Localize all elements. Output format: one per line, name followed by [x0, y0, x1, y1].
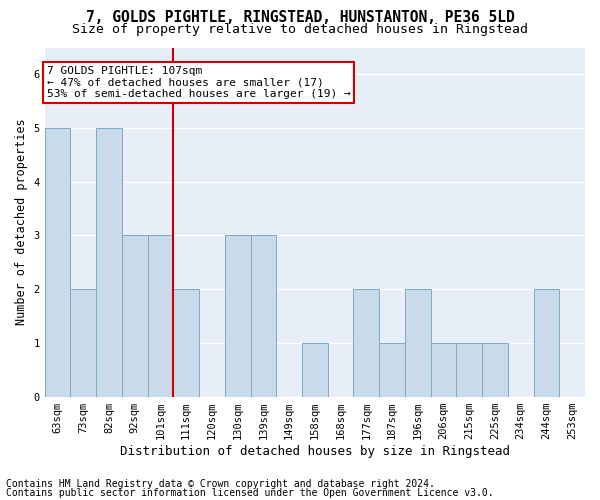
Bar — [457, 343, 482, 396]
Bar — [302, 343, 328, 396]
Bar — [96, 128, 122, 396]
Bar — [44, 128, 70, 396]
Text: Contains public sector information licensed under the Open Government Licence v3: Contains public sector information licen… — [6, 488, 494, 498]
Bar — [251, 236, 276, 396]
Bar — [482, 343, 508, 396]
Bar — [431, 343, 457, 396]
Text: Size of property relative to detached houses in Ringstead: Size of property relative to detached ho… — [72, 22, 528, 36]
Bar — [122, 236, 148, 396]
Text: 7 GOLDS PIGHTLE: 107sqm
← 47% of detached houses are smaller (17)
53% of semi-de: 7 GOLDS PIGHTLE: 107sqm ← 47% of detache… — [47, 66, 350, 100]
Bar — [225, 236, 251, 396]
Bar — [353, 289, 379, 397]
Bar — [379, 343, 405, 396]
Y-axis label: Number of detached properties: Number of detached properties — [15, 118, 28, 326]
Bar — [533, 289, 559, 397]
Bar — [70, 289, 96, 397]
Bar — [148, 236, 173, 396]
Text: Contains HM Land Registry data © Crown copyright and database right 2024.: Contains HM Land Registry data © Crown c… — [6, 479, 435, 489]
Bar — [173, 289, 199, 397]
Text: 7, GOLDS PIGHTLE, RINGSTEAD, HUNSTANTON, PE36 5LD: 7, GOLDS PIGHTLE, RINGSTEAD, HUNSTANTON,… — [86, 10, 514, 25]
X-axis label: Distribution of detached houses by size in Ringstead: Distribution of detached houses by size … — [120, 444, 510, 458]
Bar — [405, 289, 431, 397]
